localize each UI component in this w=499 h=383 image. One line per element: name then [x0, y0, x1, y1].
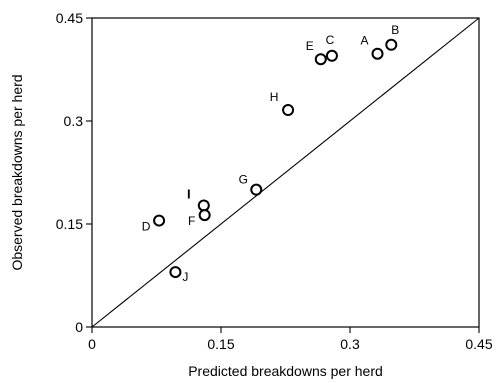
- data-point-g: [250, 183, 263, 196]
- data-point-label-d: D: [142, 220, 151, 234]
- x-tick-label: 0.3: [340, 336, 360, 352]
- data-point-label-f: F: [188, 214, 195, 228]
- data-point-label-b: B: [391, 23, 399, 37]
- data-point-f: [198, 209, 211, 222]
- y-tick-label: 0: [75, 319, 83, 335]
- data-point-a: [371, 47, 384, 60]
- data-point-d: [153, 214, 166, 227]
- data-point-b: [385, 38, 398, 51]
- data-point-i: [197, 199, 210, 212]
- data-point-label-g: G: [239, 173, 248, 187]
- y-axis-ticks: 0 0.15 0.3 0.45: [56, 10, 92, 335]
- data-point-label-i: I: [187, 186, 191, 201]
- data-point-label-e: E: [306, 39, 314, 53]
- x-tick-label: 0.45: [465, 336, 492, 352]
- y-tick-label: 0.15: [56, 216, 83, 232]
- x-axis-title: Predicted breakdowns per herd: [188, 363, 383, 379]
- data-point-e: [314, 53, 327, 66]
- data-point-labels: A B CE H G IF D J: [142, 23, 400, 284]
- identity-reference-line: [91, 17, 480, 328]
- x-axis-ticks: 0 0.15 0.3 0.45: [88, 327, 493, 352]
- y-axis-title: Observed breakdowns per herd: [9, 74, 25, 270]
- data-point-label-h: H: [270, 90, 279, 104]
- data-point-h: [282, 104, 295, 117]
- data-point-j: [169, 266, 182, 279]
- data-point-label-j: J: [182, 270, 188, 284]
- plot-area: [91, 17, 480, 328]
- data-points: [153, 38, 398, 279]
- data-point-label-a: A: [361, 34, 369, 48]
- y-tick-label: 0.3: [64, 113, 84, 129]
- y-tick-label: 0.45: [56, 10, 83, 26]
- plot-frame: [91, 17, 480, 328]
- x-tick-label: 0.15: [207, 336, 234, 352]
- data-point-label-c: C: [326, 33, 335, 47]
- x-tick-label: 0: [88, 336, 96, 352]
- data-point-c: [325, 49, 338, 62]
